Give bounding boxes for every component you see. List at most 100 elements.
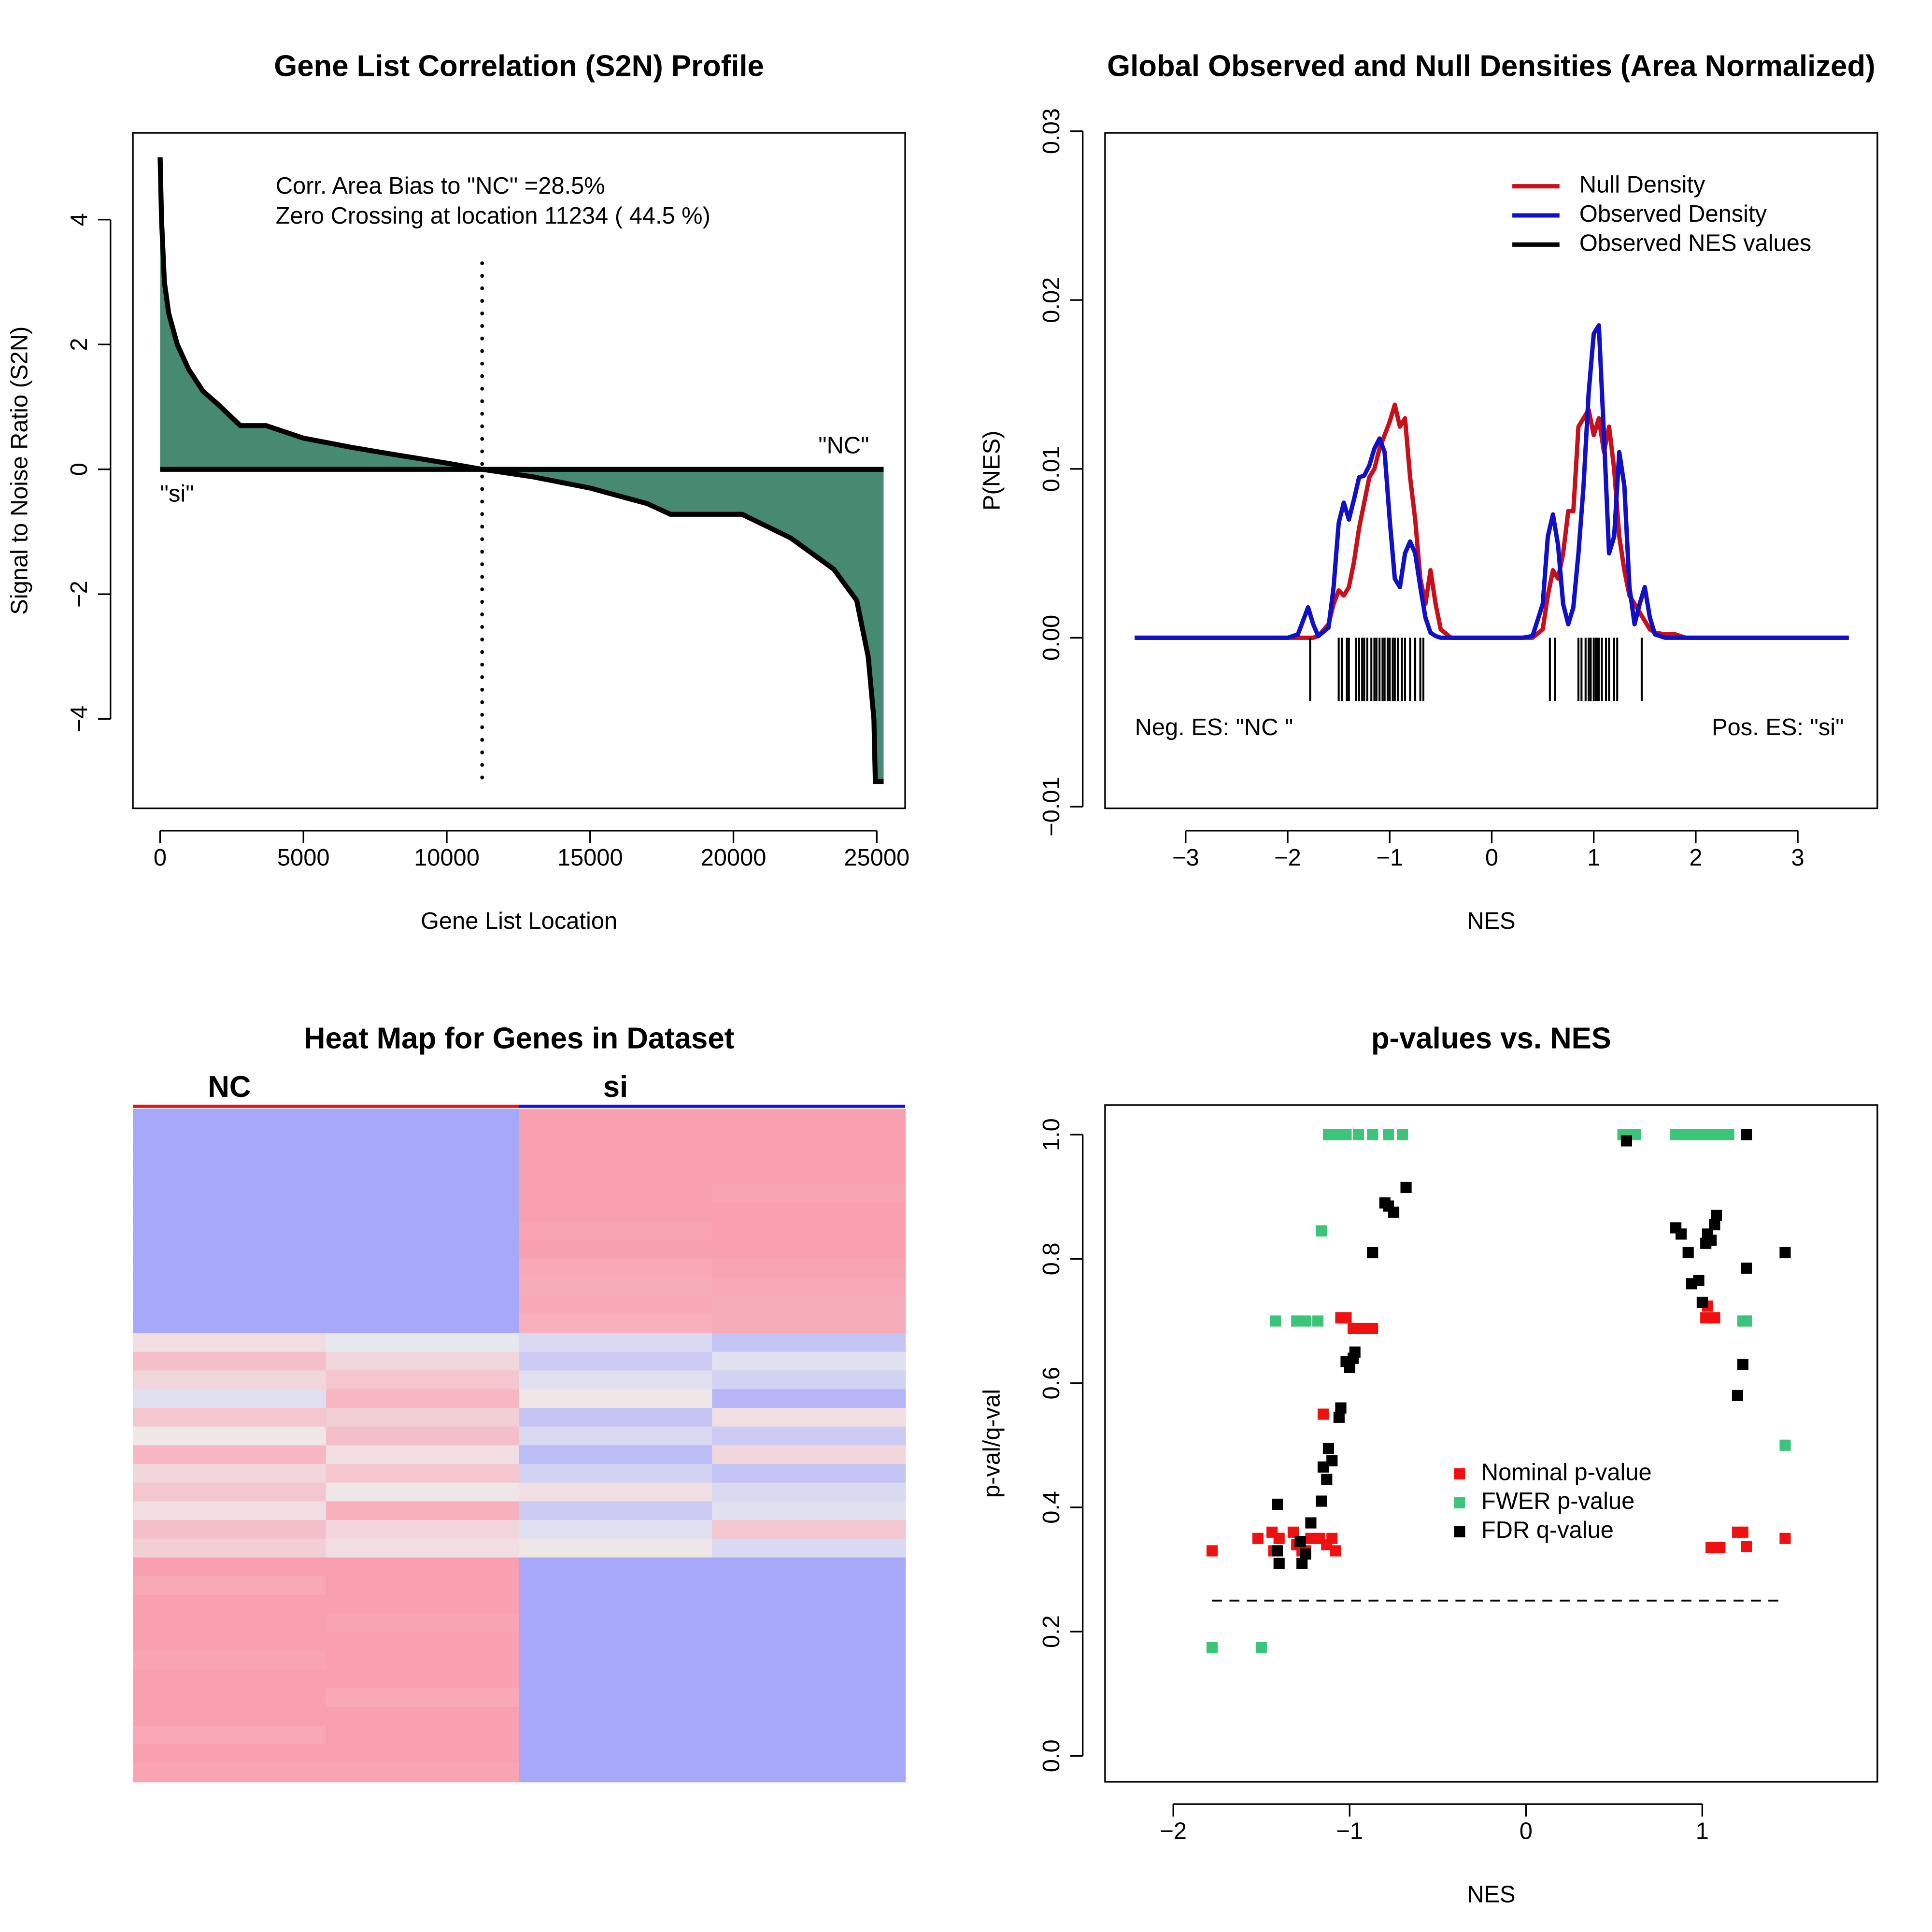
heatmap-cell [712, 1707, 906, 1727]
point [1326, 1533, 1338, 1544]
heatmap-cell [133, 1165, 327, 1184]
heatmap-cell [133, 1426, 327, 1446]
heatmap-cell [712, 1725, 906, 1745]
heatmap-cell [326, 1314, 520, 1334]
heatmap-cell [326, 1576, 520, 1596]
heatmap-cell [326, 1221, 520, 1240]
point [1737, 1526, 1748, 1538]
point [1676, 1228, 1687, 1240]
y-axis-label: P(NES) [979, 431, 1005, 511]
point [1317, 1461, 1329, 1473]
heatmap-cell [712, 1239, 906, 1259]
chart-title: p-values vs. NES [1371, 1022, 1611, 1055]
point [1779, 1533, 1791, 1544]
heatmap-cell [712, 1501, 906, 1521]
heatmap-cell [712, 1445, 906, 1465]
heatmap-cell [326, 1763, 520, 1783]
heatmap-cell [133, 1651, 327, 1671]
x-tick-label: 5000 [277, 845, 330, 871]
heatmap-cell [712, 1669, 906, 1689]
legend-swatch [1454, 1526, 1465, 1537]
group-label: si [603, 1070, 628, 1104]
heatmap-cell [519, 1183, 713, 1203]
point [1340, 1129, 1352, 1140]
y-tick-label: 0.4 [1038, 1491, 1065, 1524]
density-line [1135, 323, 1849, 640]
heatmap-cell [133, 1613, 327, 1633]
heatmap-cell [133, 1688, 327, 1708]
point [1270, 1315, 1281, 1327]
heatmap-cell [326, 1108, 520, 1128]
heatmap-cell [133, 1725, 327, 1745]
heatmap-cell [326, 1183, 520, 1203]
heatmap-cell [519, 1576, 713, 1596]
x-tick-label: 15000 [557, 845, 623, 871]
point [1294, 1536, 1306, 1548]
heatmap-cell [326, 1165, 520, 1184]
y-tick-label: 2 [66, 338, 92, 351]
heatmap-cell [133, 1146, 327, 1166]
heatmap-cell [712, 1351, 906, 1371]
point [1682, 1247, 1694, 1259]
heatmap-cell [712, 1613, 906, 1633]
x-tick-label: −2 [1160, 1818, 1187, 1844]
point [1312, 1315, 1324, 1327]
point [1356, 1322, 1368, 1334]
heatmap-cell [326, 1463, 520, 1483]
heatmap-cell [326, 1688, 520, 1708]
annotation: Zero Crossing at location 11234 ( 44.5 %… [276, 203, 710, 229]
annotation: Pos. ES: "si" [1712, 714, 1844, 740]
point [1206, 1545, 1218, 1557]
group-label: NC [208, 1070, 251, 1104]
x-axis-label: Gene List Location [421, 908, 617, 934]
heatmap-cell [133, 1183, 327, 1203]
legend-swatch [1454, 1497, 1465, 1508]
heatmap-cell [326, 1146, 520, 1166]
x-tick-label: 0 [1520, 1818, 1533, 1844]
y-tick-label: 0.00 [1038, 615, 1065, 661]
heatmap-cell [133, 1501, 327, 1521]
x-tick-label: −1 [1376, 845, 1403, 871]
point [1688, 1129, 1699, 1140]
heatmap-cell [712, 1576, 906, 1596]
heatmap-cell [519, 1202, 713, 1222]
point [1723, 1129, 1734, 1140]
heatmap-cell [326, 1389, 520, 1409]
point [1741, 1129, 1752, 1140]
point [1333, 1411, 1345, 1423]
legend-label: Observed NES values [1579, 230, 1811, 256]
heatmap-cell [133, 1314, 327, 1334]
heatmap-cell [519, 1407, 713, 1427]
heatmap-cell [519, 1277, 713, 1296]
point [1709, 1219, 1720, 1231]
legend-label: Nominal p-value [1481, 1459, 1652, 1485]
x-axis-label: NES [1467, 908, 1515, 934]
point [1273, 1533, 1285, 1544]
heatmap-cell [326, 1613, 520, 1633]
heatmap-cell [519, 1707, 713, 1727]
heatmap-cell [326, 1669, 520, 1689]
point [1620, 1135, 1632, 1147]
heatmap-cell [519, 1763, 713, 1783]
legend-label: FWER p-value [1481, 1488, 1634, 1514]
heatmap-cell [133, 1538, 327, 1558]
y-axis-label: Signal to Noise Ratio (S2N) [7, 327, 33, 615]
heatmap-cell [712, 1277, 906, 1296]
heatmap-cell [133, 1463, 327, 1483]
heatmap-cell [326, 1557, 520, 1577]
heatmap-cell [133, 1351, 327, 1371]
heatmap-cell [712, 1165, 906, 1184]
x-tick-label: 10000 [414, 845, 480, 871]
chart-title: Gene List Correlation (S2N) Profile [274, 50, 764, 83]
heatmap-cell [133, 1389, 327, 1409]
heatmap-cell [712, 1763, 906, 1783]
point [1711, 1209, 1722, 1221]
heatmap-cell [133, 1221, 327, 1240]
heatmap-cell [712, 1482, 906, 1502]
x-tick-label: 3 [1791, 845, 1804, 871]
legend-label: FDR q-value [1481, 1517, 1614, 1543]
heatmap-cell [326, 1651, 520, 1671]
legend-label: Observed Density [1579, 201, 1767, 227]
heatmap-cell [133, 1295, 327, 1315]
